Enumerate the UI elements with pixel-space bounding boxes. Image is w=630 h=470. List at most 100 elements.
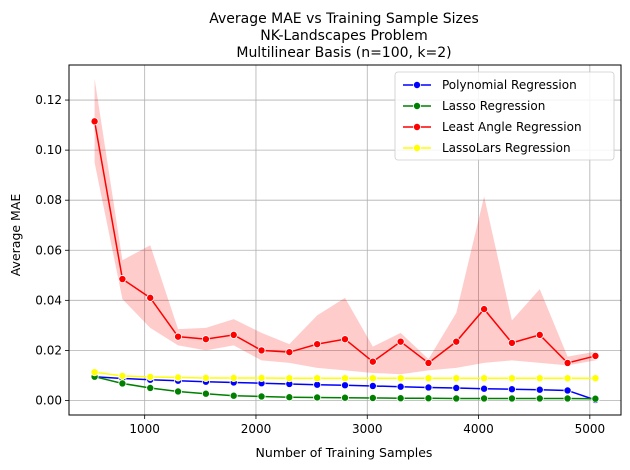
data-point [285,348,294,357]
data-point [563,374,572,383]
data-point [563,358,572,367]
legend-entry: LassoLars Regression [403,141,571,155]
legend: Polynomial Regression Lasso Regression Lea… [394,71,615,161]
data-point [480,394,489,403]
data-point [340,381,349,390]
y-tick-label: 0.00 [35,393,62,407]
x-tick-label: 2000 [241,422,272,436]
y-tick-label: 0.10 [35,143,62,157]
data-point [396,382,405,391]
x-tick-label: 1000 [129,422,160,436]
data-point [563,386,572,395]
data-point [507,374,516,383]
data-point [396,374,405,383]
data-point [146,372,155,381]
y-tick-label: 0.08 [35,193,62,207]
data-point [174,373,183,382]
data-point [201,373,210,382]
data-point [368,357,377,366]
data-point [229,391,238,400]
data-point [313,393,322,402]
series [90,117,600,367]
confidence-band [94,78,596,375]
data-point [368,393,377,402]
data-point [174,387,183,396]
legend-swatch-marker [412,123,421,132]
data-point [368,381,377,390]
chart-title-line-3: Multilinear Basis (n=100, k=2) [236,45,451,61]
legend-box [394,71,615,161]
data-point [201,389,210,398]
y-axis-label: Average MAE [8,194,23,277]
legend-swatch-marker [412,81,421,90]
legend-label: Least Angle Regression [442,120,582,134]
data-point [340,374,349,383]
data-point [480,374,489,383]
y-tick-label: 0.04 [35,293,62,307]
data-point [535,374,544,383]
data-point [535,330,544,339]
data-point [146,383,155,392]
data-point [591,394,600,403]
data-point [424,374,433,383]
y-tick-label: 0.12 [35,93,62,107]
data-point [507,338,516,347]
y-tick-label: 0.02 [35,343,62,357]
data-point [368,374,377,383]
x-tick-label: 4000 [463,422,494,436]
data-point [201,335,210,344]
data-point [313,374,322,383]
data-point [257,373,266,382]
data-point [118,371,127,380]
data-point [563,394,572,403]
legend-label: LassoLars Regression [442,141,571,155]
axis-ticks: 1000 2000 3000 4000 5000 0.00 0.02 0.04 0.06 0.08… [35,93,605,436]
data-point [535,385,544,394]
data-point [90,117,99,126]
data-point [452,383,461,392]
x-tick-label: 5000 [575,422,606,436]
data-point [452,374,461,383]
data-point [118,275,127,284]
data-point [396,337,405,346]
data-point [229,330,238,339]
data-point [424,358,433,367]
data-point [591,351,600,360]
data-point [118,379,127,388]
data-point [285,374,294,383]
data-point [507,385,516,394]
x-tick-label: 3000 [352,422,383,436]
data-point [90,368,99,377]
legend-swatch-marker [412,102,421,111]
series [90,372,600,403]
legend-entry: Polynomial Regression [403,78,577,92]
data-point [480,305,489,314]
legend-label: Polynomial Regression [442,78,577,92]
data-point [452,337,461,346]
legend-swatch-marker [412,143,421,152]
data-point [535,394,544,403]
chart-title: Average MAE vs Training Sample Sizes NK-… [209,11,479,61]
chart-title-line-1: Average MAE vs Training Sample Sizes [209,11,479,27]
data-point [285,393,294,402]
data-point [452,394,461,403]
plot-frame [68,64,622,416]
data-point [313,340,322,349]
data-point [340,393,349,402]
chart-title-line-2: NK-Landscapes Problem [260,28,427,44]
series [90,368,600,383]
data-point [507,394,516,403]
data-point [424,394,433,403]
legend-label: Lasso Regression [442,99,545,113]
data-point [257,346,266,355]
legend-entry: Lasso Regression [403,99,545,113]
data-point [340,335,349,344]
data-point [257,392,266,401]
data-point [396,394,405,403]
data-point [174,332,183,341]
confidence-bands [94,78,596,375]
y-tick-label: 0.06 [35,243,62,257]
legend-entry: Least Angle Regression [403,120,582,134]
x-axis-label: Number of Training Samples [256,445,433,460]
